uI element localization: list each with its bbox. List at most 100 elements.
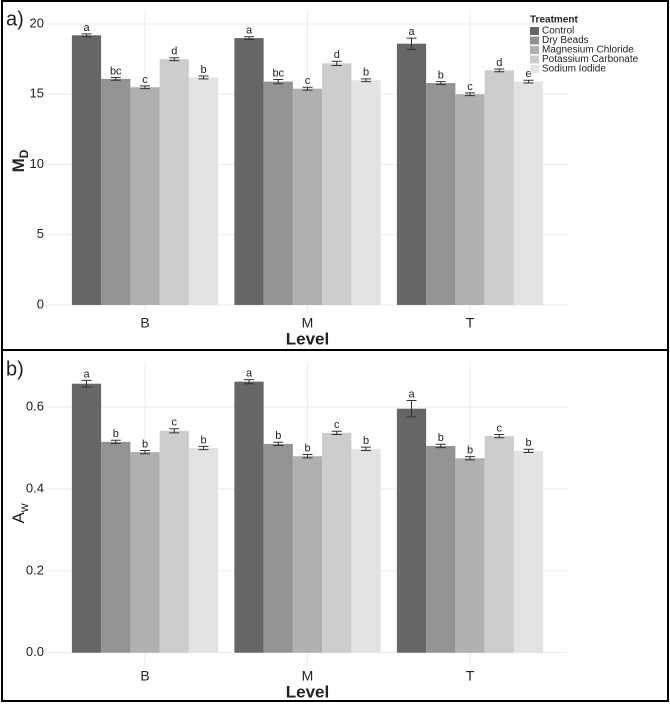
significance-letter: b bbox=[304, 442, 310, 454]
legend-label: Potassium Carbonate bbox=[542, 54, 639, 65]
legend-swatch bbox=[530, 36, 539, 45]
significance-letter: e bbox=[525, 68, 531, 80]
bar bbox=[188, 447, 219, 653]
y-axis-title: Aw bbox=[9, 503, 31, 523]
significance-letter: b bbox=[113, 428, 119, 440]
bar bbox=[292, 88, 323, 305]
bar bbox=[130, 87, 160, 305]
significance-letter: a bbox=[408, 388, 415, 400]
significance-letter: d bbox=[334, 49, 340, 61]
error-bar bbox=[435, 81, 446, 85]
error-bar bbox=[494, 433, 505, 439]
error-bar bbox=[110, 439, 121, 444]
x-tick-label: M bbox=[302, 668, 314, 684]
y-tick-label: 0 bbox=[37, 296, 44, 311]
panel-label: b) bbox=[6, 358, 24, 380]
y-tick-label: 10 bbox=[30, 156, 44, 171]
error-bar bbox=[273, 441, 284, 447]
y-tick-label: 0.0 bbox=[26, 644, 44, 659]
bar bbox=[426, 83, 456, 305]
significance-letter: a bbox=[408, 26, 415, 38]
error-bar bbox=[331, 60, 342, 66]
error-bar bbox=[140, 85, 150, 90]
significance-letter: b bbox=[363, 435, 369, 447]
significance-letter: d bbox=[496, 57, 502, 69]
bar bbox=[351, 80, 381, 305]
bar bbox=[513, 450, 544, 653]
bar bbox=[322, 432, 352, 653]
bar bbox=[188, 77, 219, 305]
significance-letter: b bbox=[200, 64, 206, 76]
x-tick-label: T bbox=[466, 668, 475, 684]
legend-swatch bbox=[530, 27, 539, 35]
error-bar bbox=[81, 33, 92, 38]
significance-letter: c bbox=[142, 74, 148, 86]
y-axis-title-subscript: D bbox=[17, 149, 31, 158]
x-tick-label: T bbox=[466, 315, 475, 331]
x-tick-label: B bbox=[140, 315, 149, 331]
x-tick-label: B bbox=[140, 668, 149, 684]
significance-letter: b bbox=[438, 70, 444, 82]
legend-label: Sodium Iodide bbox=[542, 64, 606, 75]
bar bbox=[513, 81, 544, 305]
significance-letter: c bbox=[172, 417, 178, 429]
y-tick-label: 0.4 bbox=[26, 480, 44, 495]
bar bbox=[101, 78, 131, 305]
x-tick-label: M bbox=[302, 315, 314, 331]
legend-label: Dry Beads bbox=[542, 35, 589, 46]
error-bar bbox=[523, 79, 534, 84]
significance-letter: b bbox=[275, 430, 281, 442]
bar bbox=[292, 456, 323, 653]
significance-letter: a bbox=[246, 368, 253, 380]
legend-title: Treatment bbox=[530, 15, 578, 26]
significance-letter: b bbox=[200, 434, 206, 446]
y-axis-title: MD bbox=[9, 149, 31, 172]
significance-letter: b bbox=[525, 437, 531, 449]
error-bar bbox=[169, 57, 180, 62]
error-bar bbox=[435, 443, 446, 449]
y-axis-title-main: M bbox=[9, 158, 28, 172]
significance-letter: c bbox=[467, 81, 473, 93]
significance-letter: b bbox=[467, 444, 473, 456]
bar bbox=[396, 43, 427, 305]
legend-swatch bbox=[530, 55, 539, 64]
error-bar bbox=[406, 37, 417, 50]
bar bbox=[263, 443, 293, 653]
panel-label: a) bbox=[6, 8, 24, 30]
legend-swatch bbox=[530, 65, 539, 73]
x-axis-title: Level bbox=[286, 329, 329, 348]
bar bbox=[159, 59, 189, 305]
error-bar bbox=[244, 36, 254, 40]
legend-label: Control bbox=[542, 26, 574, 37]
bar bbox=[234, 381, 264, 653]
y-tick-label: 0.2 bbox=[26, 562, 44, 577]
significance-letter: b bbox=[438, 432, 444, 444]
error-bar bbox=[465, 456, 475, 461]
bar bbox=[71, 383, 102, 653]
error-bar bbox=[361, 78, 371, 83]
significance-letter: c bbox=[497, 422, 503, 434]
error-bar bbox=[523, 448, 534, 453]
significance-letter: c bbox=[305, 75, 311, 87]
error-bar bbox=[244, 379, 254, 385]
error-bar bbox=[361, 446, 371, 451]
significance-letter: a bbox=[83, 368, 90, 380]
significance-letter: a bbox=[83, 22, 90, 34]
error-bar bbox=[169, 428, 180, 434]
error-bar bbox=[302, 86, 313, 91]
bar bbox=[159, 430, 189, 653]
error-bar bbox=[81, 379, 92, 388]
error-bar bbox=[198, 75, 209, 80]
error-bar bbox=[494, 68, 505, 73]
bar bbox=[130, 452, 160, 653]
bar bbox=[484, 70, 514, 305]
bar bbox=[71, 35, 102, 305]
error-bar bbox=[302, 454, 313, 459]
y-tick-label: 0.6 bbox=[26, 398, 44, 413]
error-bar bbox=[465, 92, 475, 97]
legend-swatch bbox=[530, 46, 539, 54]
bar bbox=[101, 441, 131, 653]
bar bbox=[455, 94, 485, 305]
error-bar bbox=[198, 445, 209, 451]
